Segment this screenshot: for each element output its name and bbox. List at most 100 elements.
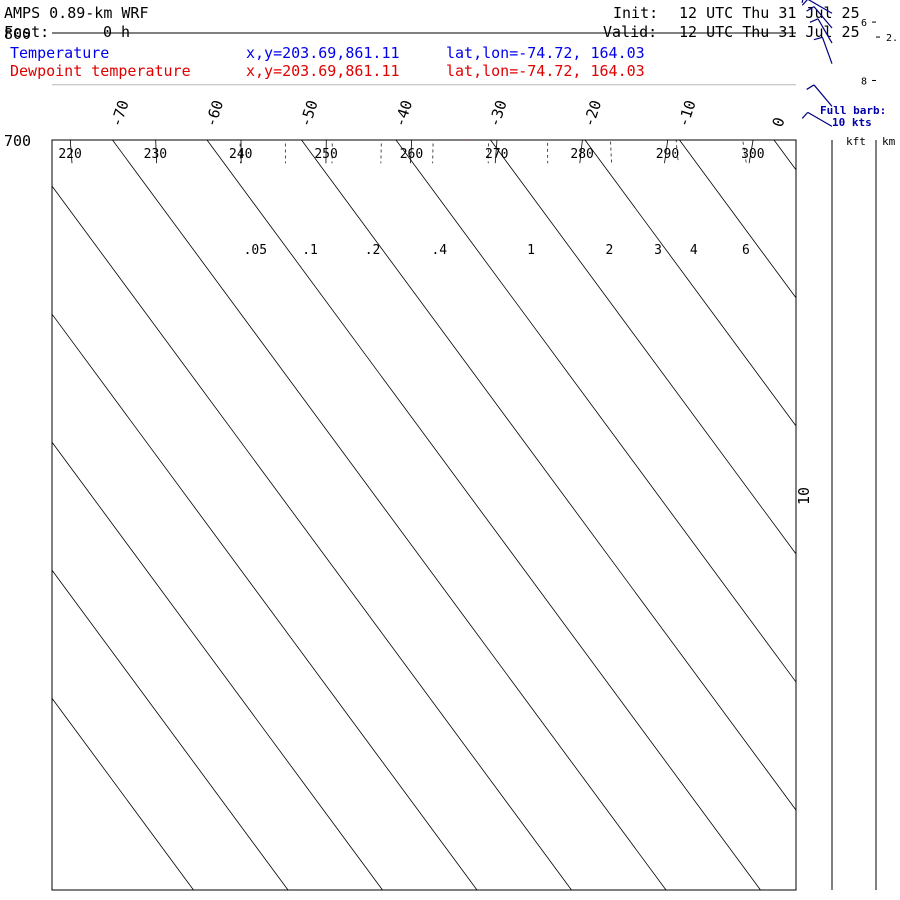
wind-barb-flag bbox=[813, 36, 823, 41]
isotherms bbox=[52, 140, 900, 890]
mixing-ratio-line bbox=[284, 0, 438, 74]
dry-adiabats bbox=[69, 140, 754, 164]
wind-barb-flag bbox=[801, 0, 808, 6]
temperature-tick-label: -20 bbox=[580, 98, 605, 129]
kft-axis-label: kft bbox=[846, 135, 866, 148]
plot-frame bbox=[51, 139, 797, 891]
isotherm-line bbox=[773, 140, 796, 171]
mixing-ratio-label: .4 bbox=[431, 243, 447, 258]
moist-adiabat-line bbox=[610, 140, 612, 164]
mixing-ratio-line bbox=[90, 0, 249, 74]
wind-barb bbox=[801, 0, 833, 14]
forecast-hour: 0 h bbox=[103, 23, 131, 41]
moist-adiabats bbox=[239, 0, 814, 164]
wind-barb bbox=[801, 0, 804, 4]
moist-adiabat-line bbox=[487, 140, 489, 164]
moist-adiabat-line bbox=[742, 140, 747, 164]
isotherm-line bbox=[584, 140, 796, 427]
isotherm-line bbox=[52, 441, 383, 890]
potential-temperature-label: 240 bbox=[229, 147, 252, 162]
dry-adiabat-line bbox=[69, 140, 73, 164]
wind-panel: Full barb:10 ktskftkm864202.1.0.10 bbox=[795, 0, 898, 890]
temperature-tick-label: -30 bbox=[485, 98, 510, 129]
legend-temperature-xy: x,y=203.69,861.11 bbox=[246, 44, 400, 62]
isotherm-line bbox=[869, 140, 900, 890]
temperature-tick-label: -50 bbox=[296, 98, 321, 129]
wind-barb bbox=[801, 111, 833, 127]
isotherm-line bbox=[52, 313, 478, 890]
mixing-ratio-label: .2 bbox=[365, 243, 381, 258]
mixing-ratio-label: 1 bbox=[527, 243, 535, 258]
dry-adiabat-line bbox=[664, 140, 669, 164]
mixing-ratio-lines bbox=[90, 0, 748, 74]
temperature-tick-label: -40 bbox=[391, 98, 416, 129]
dry-adiabat-line bbox=[155, 140, 157, 164]
profile-lines bbox=[465, 140, 505, 141]
temperature-tick-label: 0 bbox=[769, 115, 789, 129]
potential-temperature-label: 250 bbox=[314, 147, 337, 162]
legend-temperature-name: Temperature bbox=[10, 44, 110, 62]
legend-temperature-latlon: lat,lon=-74.72, 164.03 bbox=[446, 44, 645, 62]
forecast-label: Fcst: bbox=[4, 23, 50, 41]
dry-adiabat-line bbox=[494, 140, 498, 164]
wind-barb bbox=[813, 36, 833, 64]
kft-tick-label: 8 bbox=[861, 76, 867, 87]
mixing-ratio-line bbox=[383, 0, 534, 74]
wind-barb-flag bbox=[801, 111, 809, 119]
isotherm-line bbox=[490, 140, 796, 555]
wind-barb-staff bbox=[813, 6, 833, 29]
potential-temperature-label: 280 bbox=[570, 147, 593, 162]
isotherm-line bbox=[52, 185, 572, 890]
legend-dewpoint-xy: x,y=203.69,861.11 bbox=[246, 62, 400, 80]
isotherm-line bbox=[52, 569, 289, 890]
wind-barb-staff bbox=[813, 84, 833, 107]
dry-adiabat-line bbox=[240, 140, 242, 164]
wind-barb-staff bbox=[817, 18, 833, 44]
wind-barb-flag bbox=[806, 6, 815, 12]
mixing-ratio-label: .1 bbox=[302, 243, 318, 258]
mixing-ratio-line bbox=[215, 0, 371, 74]
mixing-ratio-label: 6 bbox=[742, 243, 750, 258]
temperature-tick-label: -10 bbox=[674, 98, 699, 129]
legend-dewpoint-latlon: lat,lon=-74.72, 164.03 bbox=[446, 62, 645, 80]
mixing-ratio-line bbox=[514, 0, 660, 74]
isotherm-line bbox=[52, 697, 194, 890]
mixing-ratio-label: 2 bbox=[606, 243, 614, 258]
wind-barb bbox=[806, 84, 833, 107]
moist-adiabat-line bbox=[239, 140, 241, 164]
dry-adiabat-line bbox=[410, 140, 413, 164]
barb-legend-title: Full barb: bbox=[820, 104, 886, 117]
temperature-tick-label: -60 bbox=[202, 98, 227, 129]
moist-adiabat-line bbox=[284, 140, 286, 164]
isotherm-line bbox=[112, 140, 667, 890]
wind-barb bbox=[806, 6, 833, 29]
potential-temperature-label: 230 bbox=[144, 147, 167, 162]
km-tick-label: 2. bbox=[886, 33, 898, 44]
dry-adiabat-line bbox=[579, 140, 583, 164]
mixing-ratio-line bbox=[151, 0, 309, 74]
mixing-ratio-line bbox=[551, 0, 696, 74]
wind-barb bbox=[809, 18, 833, 44]
moist-adiabat-line bbox=[380, 140, 382, 164]
wind-speed-label: 10 bbox=[795, 487, 813, 505]
moist-adiabat-line bbox=[675, 140, 679, 164]
wind-barb-staff bbox=[807, 0, 833, 14]
mixing-ratio-label: .05 bbox=[244, 243, 267, 258]
km-axis-label: km bbox=[882, 135, 896, 148]
init-time: 12 UTC Thu 31 Jul 25 bbox=[679, 4, 860, 22]
dry-adiabat-line bbox=[325, 140, 327, 164]
potential-temperature-label: 270 bbox=[485, 147, 508, 162]
wind-barb-staff bbox=[821, 37, 833, 64]
isotherm-line bbox=[301, 140, 796, 811]
potential-temperature-label: 290 bbox=[656, 147, 679, 162]
model-title: AMPS 0.89-km WRF bbox=[4, 4, 149, 22]
moist-adiabat-line bbox=[331, 140, 333, 164]
isotherm-line bbox=[395, 140, 796, 683]
wind-barb-flag bbox=[809, 18, 819, 23]
moist-adiabat-line bbox=[432, 140, 434, 164]
init-label: Init: bbox=[613, 4, 659, 22]
moist-adiabat-line bbox=[718, 0, 814, 163]
temperature-tick-label: -70 bbox=[107, 98, 132, 129]
kft-tick-label: 6 bbox=[861, 18, 867, 29]
